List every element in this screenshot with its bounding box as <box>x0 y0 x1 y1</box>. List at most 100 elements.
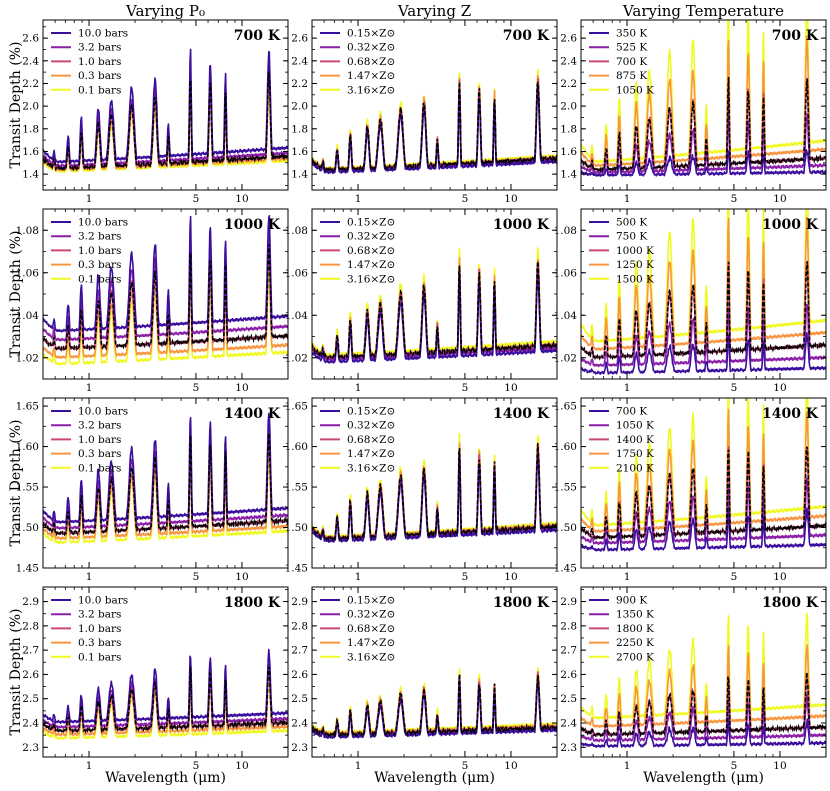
series-line-0 <box>43 215 288 333</box>
y-tick-label: 1.6 <box>560 146 577 158</box>
series-line-3 <box>43 441 288 541</box>
legend-entry: 1.0 bars <box>78 245 121 257</box>
plot-frame <box>580 586 827 758</box>
y-tick-label: 1.02 <box>16 352 39 364</box>
plot-frame <box>580 19 827 191</box>
legend-entry: 3.16×Z⊙ <box>347 462 395 474</box>
panel-1: 1.41.61.82.02.22.42.61 5 100.15×Z⊙0.32×Z⊙0… <box>291 19 558 205</box>
series-line-0 <box>312 681 557 739</box>
reference-line <box>43 433 288 537</box>
legend-entry: 350 K <box>616 28 647 40</box>
legend: 0.15×Z⊙ 0.32×Z⊙ 0.68×Z⊙ 1.47×Z⊙ 3.16×Z⊙ <box>320 406 395 474</box>
plot-frame <box>42 19 289 191</box>
y-axis-label-0: Transit Depth (%) <box>8 42 24 169</box>
x-tick-label: 1 <box>355 193 362 205</box>
y-axis-label-3: Transit Depth (%) <box>8 609 24 736</box>
reference-line <box>43 666 288 735</box>
series-line-4 <box>581 612 826 720</box>
x-tick-label: 1 <box>355 571 362 583</box>
series-group <box>581 612 826 748</box>
y-tick-label: 2.3 <box>22 742 39 754</box>
legend-entry: 0.15×Z⊙ <box>347 406 395 418</box>
x-tick-label: 10 <box>235 382 248 394</box>
x-tick-label: 1 <box>86 571 93 583</box>
y-tick-label: 2.2 <box>560 78 577 90</box>
legend-entry: 1.47×Z⊙ <box>347 448 395 460</box>
y-tick-label: 1.65 <box>285 401 308 413</box>
plot-frame <box>311 19 558 191</box>
x-tick-label: 5 <box>462 382 469 394</box>
y-tick-label: 1.60 <box>16 441 39 453</box>
legend-entry: 750 K <box>616 231 647 243</box>
y-tick-label: 1.45 <box>554 563 577 575</box>
legend-entry: 1.0 bars <box>78 56 121 68</box>
panel-7: 1.451.501.551.601.651 5 100.15×Z⊙0.32×Z⊙0.… <box>285 397 558 583</box>
legend-entry: 0.32×Z⊙ <box>347 42 395 54</box>
y-tick-label: 1.08 <box>554 225 577 237</box>
legend-entry: 525 K <box>616 42 647 54</box>
panel-0: 1.4 1.6 1.8 2.0 2.2 2.4 2.6 1 5 10 10.0 bars 3.2 ba… <box>22 19 289 205</box>
y-tick-label: 1.8 <box>22 123 39 135</box>
series-group <box>43 48 288 174</box>
legend-entry: 3.2 bars <box>78 420 121 432</box>
legend-entry: 1500 K <box>616 273 654 285</box>
plot-frame <box>42 586 289 758</box>
legend-entry: 1000 K <box>616 245 654 257</box>
y-tick-label: 2.8 <box>291 620 308 632</box>
legend: 0.15×Z⊙ 0.32×Z⊙ 0.68×Z⊙ 1.47×Z⊙ 3.16×Z⊙ <box>320 595 395 663</box>
legend-entry: 10.0 bars <box>78 28 128 40</box>
y-tick-label: 2.0 <box>22 101 39 113</box>
panel-3: 1.02 1.04 1.06 1.08 1 5 10 10.0 bars 3.2 bars 1.0… <box>16 208 289 394</box>
x-tick-label: 5 <box>731 571 738 583</box>
legend: 350 K 525 K 700 K 875 K 1050 K <box>589 28 654 96</box>
y-tick-label: 2.5 <box>291 693 308 705</box>
legend-entry: 0.32×Z⊙ <box>347 420 395 432</box>
panel-8: 1.45 1.50 1.55 1.60 1.65 1 5 10 700 K 1050 K 1400 … <box>554 397 827 583</box>
x-tick-label: 1 <box>624 193 631 205</box>
legend: 10.0 bars 3.2 bars 1.0 bars 0.3 bars 0.1 bar… <box>51 406 128 474</box>
legend-entry: 0.3 bars <box>78 448 121 460</box>
x-tick-label: 10 <box>235 193 248 205</box>
series-line-1 <box>43 232 288 342</box>
series-line-0 <box>312 271 557 364</box>
series-group <box>312 247 557 364</box>
legend-entry: 1050 K <box>616 84 654 96</box>
x-tick-label: 10 <box>773 760 786 772</box>
legend-entry: 0.15×Z⊙ <box>347 217 395 229</box>
legend: 10.0 bars 3.2 bars 1.0 bars 0.3 bars 0.1 bar… <box>51 217 128 285</box>
x-tick-label: 1 <box>624 571 631 583</box>
y-axis-label-2: Transit Depth (%) <box>8 420 24 547</box>
legend-entry: 0.1 bars <box>78 84 121 96</box>
legend-entry: 700 K <box>616 406 647 418</box>
series-group <box>581 20 826 177</box>
x-tick-label: 10 <box>504 760 517 772</box>
y-tick-label: 2.2 <box>291 78 308 90</box>
y-tick-label: 2.4 <box>291 718 308 730</box>
y-axis-label-1: Transit Depth (%) <box>8 231 24 358</box>
plot-frame <box>311 397 558 569</box>
legend-entry: 3.2 bars <box>78 231 121 243</box>
column-title-1: Varying Z <box>397 2 471 20</box>
y-tick-label: 1.60 <box>285 441 308 453</box>
temperature-annotation: 700 K <box>234 28 281 44</box>
legend-entry: 0.15×Z⊙ <box>347 28 395 40</box>
y-tick-label: 1.50 <box>554 522 577 534</box>
y-tick-label: 1.02 <box>554 352 577 364</box>
y-tick-label: 2.6 <box>291 669 308 681</box>
series-line-0 <box>43 648 288 724</box>
reference-line <box>312 443 557 542</box>
y-tick-label: 1.08 <box>16 225 39 237</box>
series-line-0 <box>312 454 557 543</box>
legend-entry: 0.3 bars <box>78 70 121 82</box>
y-tick-label: 1.50 <box>16 522 39 534</box>
temperature-annotation: 1400 K <box>493 406 550 422</box>
panel-2: 1.4 1.6 1.8 2.0 2.2 2.4 2.6 1 5 10 350 K 525 K 700 K… <box>560 19 827 205</box>
x-tick-label: 10 <box>773 382 786 394</box>
legend: 0.15×Z⊙ 0.32×Z⊙ 0.68×Z⊙ 1.47×Z⊙ 3.16×Z⊙ <box>320 28 395 96</box>
series-line-1 <box>581 477 826 546</box>
legend-entry: 0.3 bars <box>78 637 121 649</box>
y-tick-label: 1.04 <box>554 310 578 322</box>
legend-entry: 700 K <box>616 56 647 68</box>
legend-entry: 1250 K <box>616 259 654 271</box>
legend-entry: 0.1 bars <box>78 273 121 285</box>
